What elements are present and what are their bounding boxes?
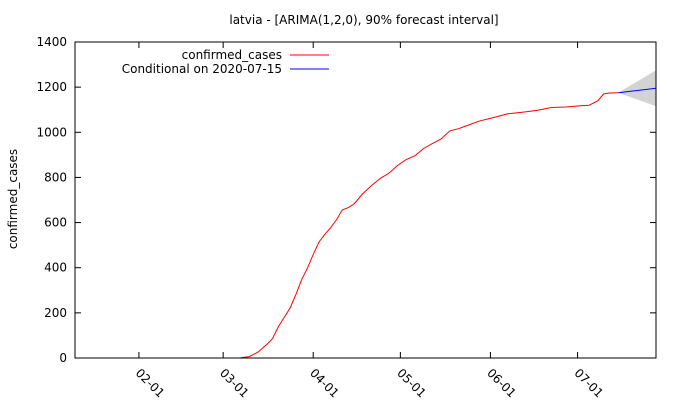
chart-title: latvia - [ARIMA(1,2,0), 90% forecast int… [229,13,498,27]
y-tick-label: 1200 [36,80,67,94]
x-tick-label: 02-01 [133,366,168,400]
y-ticks: 0 200 400 600 800 1000 1200 1400 [36,35,656,365]
x-tick-label: 05-01 [394,366,429,400]
x-tick-label: 03-01 [217,366,252,400]
y-tick-label: 1000 [36,125,67,139]
x-tick-label: 07-01 [571,366,606,400]
y-axis-label: confirmed_cases [6,149,20,249]
confirmed-cases-line [240,92,619,359]
forecast-interval-band [618,70,656,107]
legend-label-confirmed-cases: confirmed_cases [182,48,282,62]
forecast-line [618,87,657,94]
x-tick-label: 06-01 [484,366,519,400]
y-tick-label: 600 [44,216,67,230]
y-tick-label: 400 [44,261,67,275]
y-tick-label: 0 [59,351,67,365]
legend-label-forecast: Conditional on 2020-07-15 [122,62,282,76]
y-tick-label: 800 [44,170,67,184]
plot-frame [74,41,657,359]
y-tick-label: 200 [44,306,67,320]
y-tick-label: 1400 [36,35,67,49]
x-ticks: 02-01 03-01 04-01 05-01 06-01 07-01 [133,42,606,400]
x-tick-label: 04-01 [307,366,342,400]
legend: confirmed_cases Conditional on 2020-07-1… [122,48,329,76]
